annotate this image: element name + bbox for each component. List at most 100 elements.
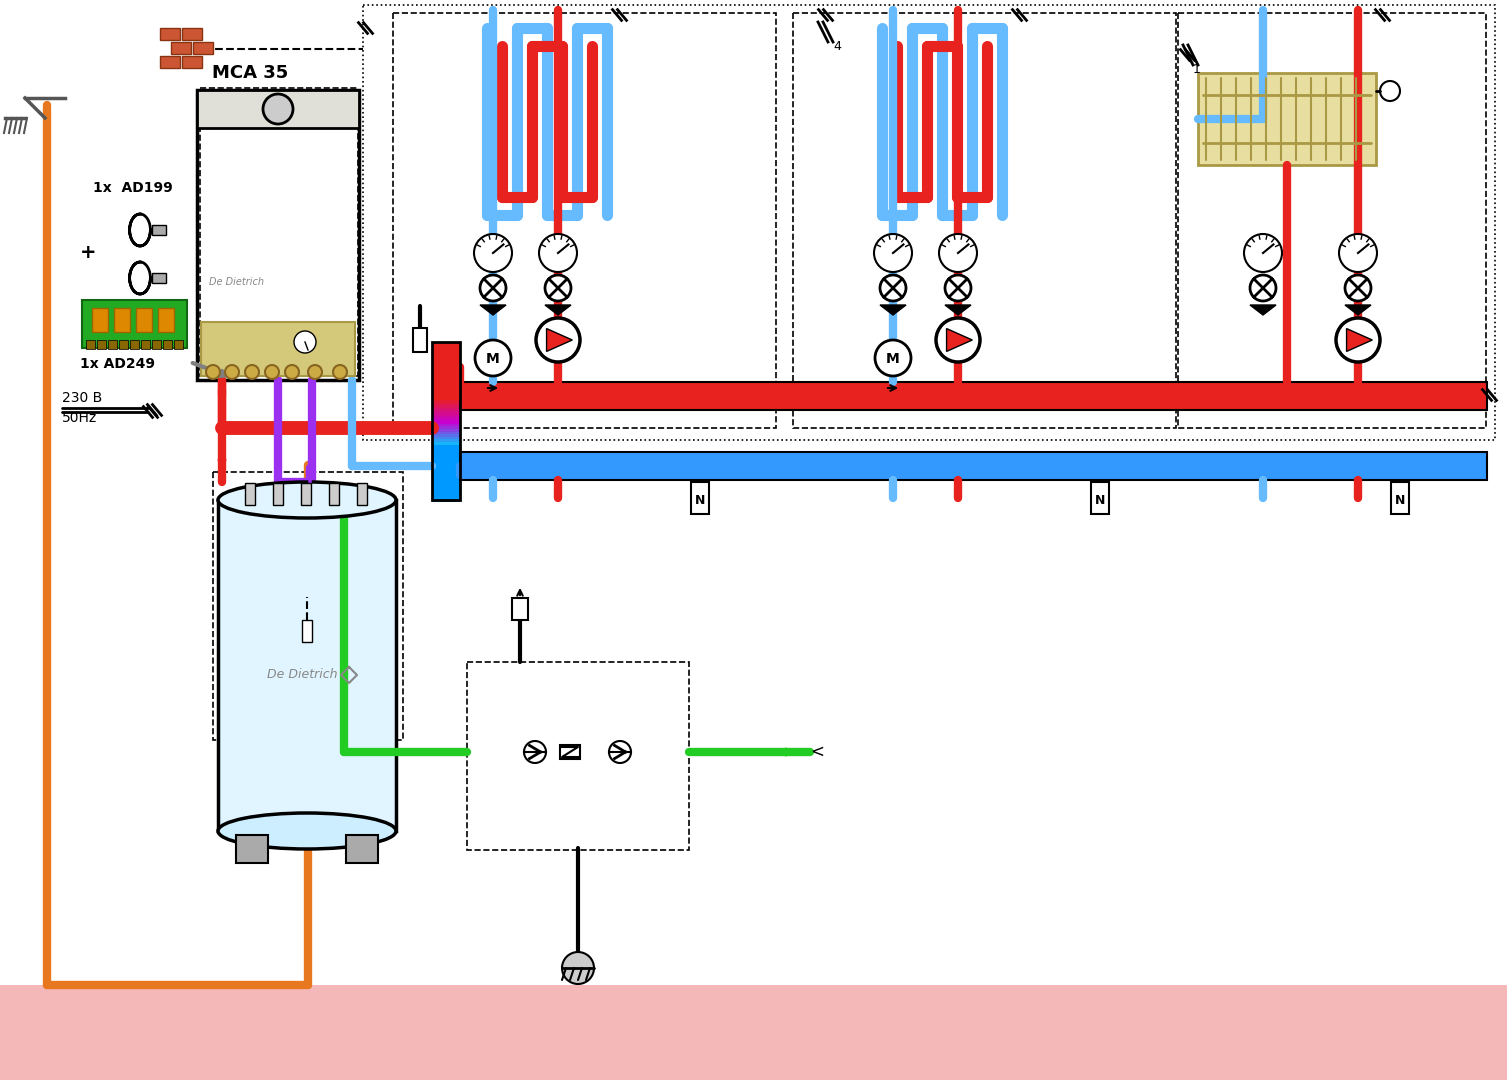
Bar: [793, 13, 1175, 428]
Bar: [152, 340, 161, 349]
Bar: [197, 90, 359, 129]
Bar: [273, 483, 283, 505]
Bar: [433, 392, 460, 396]
Bar: [1391, 482, 1409, 514]
Polygon shape: [481, 305, 506, 315]
Bar: [357, 483, 368, 505]
Bar: [173, 340, 182, 349]
Text: 4: 4: [833, 40, 841, 53]
Bar: [433, 342, 460, 346]
Text: +: +: [80, 243, 96, 262]
Circle shape: [546, 275, 571, 301]
Bar: [92, 308, 109, 332]
Bar: [433, 423, 460, 428]
Polygon shape: [946, 328, 972, 351]
Ellipse shape: [219, 813, 396, 849]
Circle shape: [936, 318, 980, 362]
Bar: [433, 405, 460, 409]
Circle shape: [876, 340, 912, 376]
Bar: [460, 453, 1487, 480]
Ellipse shape: [219, 482, 396, 518]
Bar: [433, 368, 460, 373]
Bar: [433, 390, 460, 393]
Circle shape: [206, 365, 220, 379]
Bar: [329, 483, 339, 505]
Bar: [433, 342, 460, 500]
Bar: [182, 56, 202, 68]
Circle shape: [540, 234, 577, 272]
Circle shape: [285, 365, 298, 379]
Bar: [115, 308, 130, 332]
Circle shape: [1249, 275, 1276, 301]
Text: De Dietrich: De Dietrich: [267, 669, 338, 681]
Bar: [433, 384, 460, 389]
Text: 50Hz: 50Hz: [62, 411, 98, 426]
Circle shape: [1340, 234, 1377, 272]
Bar: [433, 381, 460, 386]
Bar: [163, 340, 172, 349]
Text: M: M: [487, 352, 500, 366]
Bar: [197, 90, 359, 380]
Bar: [413, 328, 426, 352]
Circle shape: [1243, 234, 1282, 272]
Bar: [160, 28, 179, 40]
Bar: [433, 458, 460, 462]
Bar: [0, 985, 1507, 1080]
Bar: [246, 483, 255, 505]
Bar: [193, 42, 212, 54]
Bar: [433, 418, 460, 422]
Text: 1x AD249: 1x AD249: [80, 357, 155, 372]
Bar: [433, 460, 460, 464]
Bar: [237, 835, 268, 863]
Bar: [1198, 73, 1376, 165]
Circle shape: [609, 741, 631, 762]
Bar: [433, 471, 460, 475]
Circle shape: [246, 365, 259, 379]
Bar: [96, 340, 105, 349]
Bar: [81, 300, 187, 348]
Bar: [347, 835, 378, 863]
Bar: [433, 463, 460, 468]
Bar: [433, 408, 460, 411]
Bar: [433, 410, 460, 415]
Bar: [433, 370, 460, 375]
Bar: [433, 374, 460, 378]
Circle shape: [1346, 275, 1371, 301]
Bar: [433, 345, 460, 349]
Bar: [467, 662, 689, 850]
Circle shape: [307, 365, 322, 379]
Bar: [433, 447, 460, 451]
Bar: [1091, 482, 1109, 514]
Circle shape: [562, 951, 594, 984]
Circle shape: [945, 275, 971, 301]
Text: 230 B: 230 B: [62, 391, 102, 405]
Bar: [200, 322, 356, 376]
Text: N: N: [1094, 494, 1105, 507]
Circle shape: [481, 275, 506, 301]
Text: De Dietrich: De Dietrich: [209, 276, 264, 287]
Text: N: N: [695, 494, 705, 507]
Circle shape: [1380, 81, 1400, 102]
Bar: [692, 482, 708, 514]
Bar: [433, 363, 460, 367]
Bar: [158, 308, 173, 332]
Bar: [433, 440, 460, 444]
Bar: [433, 352, 460, 356]
Bar: [433, 376, 460, 380]
Bar: [130, 340, 139, 349]
Bar: [433, 469, 460, 473]
Circle shape: [265, 365, 279, 379]
Circle shape: [524, 741, 546, 762]
Bar: [433, 413, 460, 417]
Bar: [119, 340, 128, 349]
Bar: [433, 478, 460, 483]
Bar: [152, 273, 166, 283]
Polygon shape: [1249, 305, 1276, 315]
Bar: [170, 42, 191, 54]
Circle shape: [225, 365, 240, 379]
Text: MCA 35: MCA 35: [212, 64, 288, 82]
Polygon shape: [1346, 305, 1371, 315]
Bar: [433, 465, 460, 470]
Bar: [433, 416, 460, 420]
Bar: [433, 482, 460, 486]
